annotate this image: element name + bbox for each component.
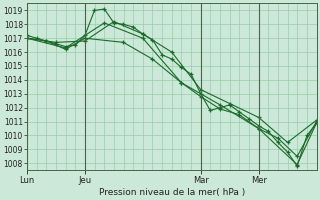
X-axis label: Pression niveau de la mer( hPa ): Pression niveau de la mer( hPa ) <box>99 188 245 197</box>
